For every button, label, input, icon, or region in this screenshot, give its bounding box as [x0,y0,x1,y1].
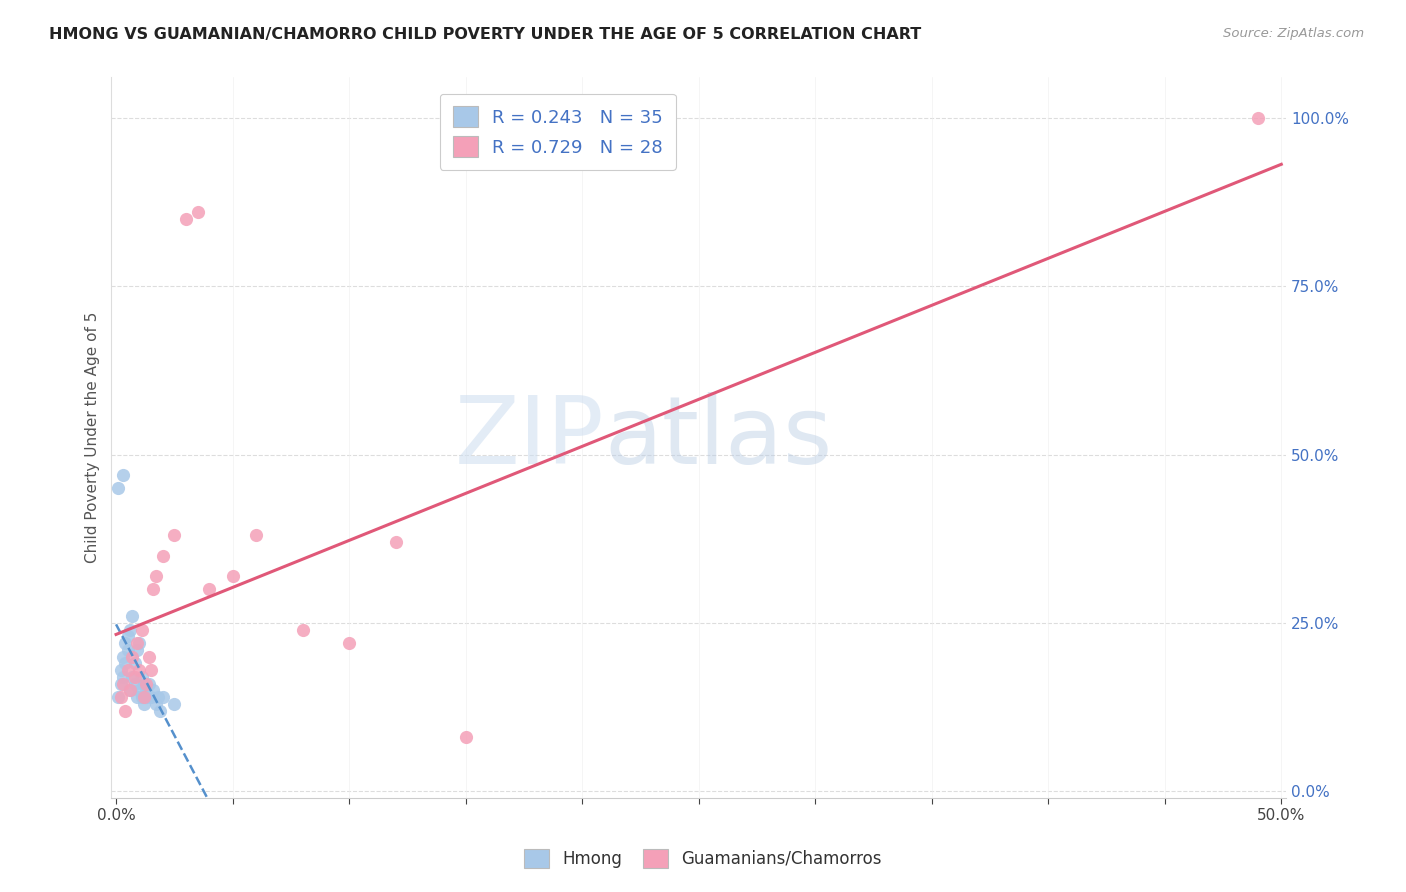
Point [132,697,155,711]
Point [198,582,221,597]
Y-axis label: Child Poverty Under the Age of 5: Child Poverty Under the Age of 5 [86,312,100,564]
Text: Source: ZipAtlas.com: Source: ZipAtlas.com [1223,27,1364,40]
Point [121,649,143,664]
Point [131,670,153,684]
Point [114,636,136,650]
Legend: R = 0.243   N = 35, R = 0.729   N = 28: R = 0.243 N = 35, R = 0.729 N = 28 [440,94,676,169]
Point [125,690,148,704]
Point [124,676,146,690]
Point [149,704,172,718]
Point [152,690,174,704]
Text: HMONG VS GUAMANIAN/CHAMORRO CHILD POVERTY UNDER THE AGE OF 5 CORRELATION CHART: HMONG VS GUAMANIAN/CHAMORRO CHILD POVERT… [49,27,921,42]
Point [163,697,186,711]
Point [128,663,150,677]
Point [107,481,129,495]
Point [117,629,139,643]
Point [1247,111,1270,125]
Point [135,690,157,704]
Point [128,636,150,650]
Point [138,649,160,664]
Point [124,657,146,671]
Point [117,663,139,677]
Point [132,676,155,690]
Point [112,670,135,684]
Point [118,623,141,637]
Point [142,683,165,698]
Point [291,623,314,637]
Point [110,663,132,677]
Point [114,704,136,718]
Text: ZIP: ZIP [456,392,605,483]
Text: atlas: atlas [605,392,832,483]
Point [221,569,243,583]
Point [163,528,186,542]
Point [125,643,148,657]
Point [454,731,477,745]
Point [337,636,360,650]
Point [132,690,155,704]
Point [245,528,267,542]
Point [121,609,143,624]
Point [384,535,406,549]
Point [125,636,148,650]
Point [112,467,135,482]
Point [124,670,146,684]
Point [107,690,129,704]
Point [114,657,136,671]
Point [128,683,150,698]
Point [174,211,197,226]
Point [121,670,143,684]
Point [131,623,153,637]
Point [139,690,162,704]
Point [131,690,153,704]
Point [110,690,132,704]
Point [135,676,157,690]
Point [112,676,135,690]
Point [110,676,132,690]
Point [145,569,167,583]
Point [135,683,157,698]
Point [112,649,135,664]
Point [145,697,167,711]
Point [118,683,141,698]
Point [138,676,160,690]
Point [146,690,169,704]
Point [118,683,141,698]
Point [152,549,174,563]
Point [142,582,165,597]
Point [117,643,139,657]
Point [139,663,162,677]
Legend: Hmong, Guamanians/Chamorros: Hmong, Guamanians/Chamorros [517,842,889,875]
Point [187,205,209,219]
